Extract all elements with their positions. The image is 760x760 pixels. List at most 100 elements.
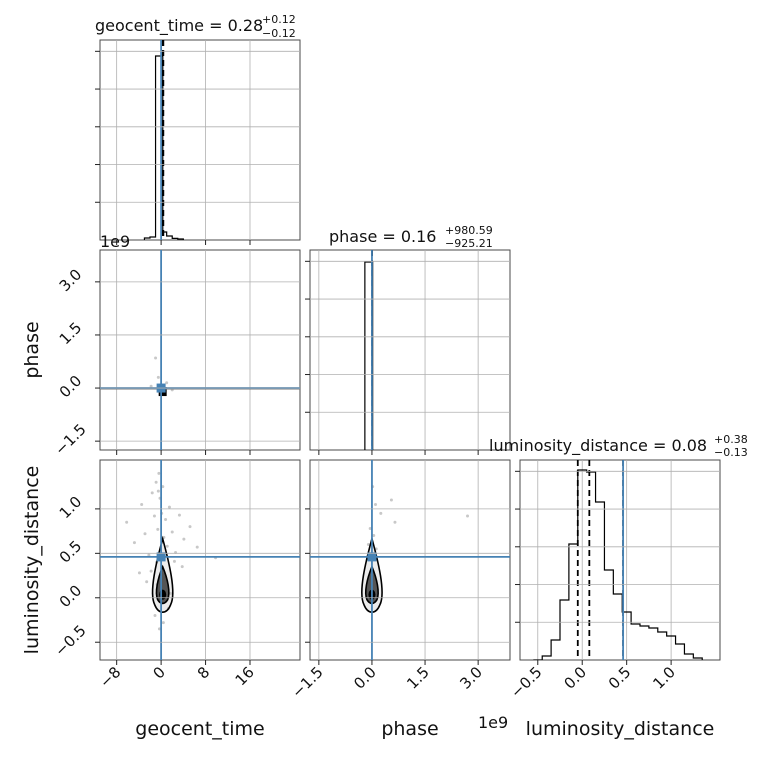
panel-luminosity-distance-luminosity-distance: −0.5 0.0 0.5 1.0 <box>507 459 721 702</box>
xlabel-luminosity-distance: luminosity_distance <box>526 718 715 740</box>
y-tick-label: 3.0 <box>56 266 86 296</box>
y-tick-label: 0.0 <box>56 372 86 402</box>
panel-phase-geocent-time: −1.5 0.0 1.5 3.0 <box>51 249 301 459</box>
sample-point <box>140 502 144 506</box>
sample-point <box>156 375 160 379</box>
x-tick-label: 0.5 <box>605 663 635 693</box>
truth-marker <box>156 552 166 562</box>
sample-point <box>188 525 192 529</box>
sample-point <box>466 514 470 518</box>
title-phase-minus: −925.21 <box>445 237 493 250</box>
panel-phase-phase <box>305 249 511 455</box>
x-tick-label: 0.0 <box>560 663 590 693</box>
phase-y-offset-label: 1e9 <box>100 232 130 251</box>
sample-point <box>156 489 160 493</box>
sample-point <box>157 627 161 631</box>
xlabel-phase: phase <box>381 718 438 740</box>
title-luminosity-distance-minus: −0.13 <box>714 446 748 459</box>
sample-point <box>132 541 136 545</box>
y-tick-label: 0.5 <box>56 537 86 567</box>
sample-point <box>137 571 141 575</box>
y-tick-label: 1.0 <box>56 493 86 523</box>
sample-point <box>372 534 376 538</box>
sample-point <box>165 381 169 385</box>
sample-point <box>165 544 169 548</box>
x-tick-label: 1.5 <box>403 663 433 693</box>
x-tick-label: 16 <box>232 663 258 689</box>
ylabel-phase: phase <box>21 321 43 378</box>
panel-content <box>533 460 703 660</box>
x-tick-label: −0.5 <box>507 663 545 701</box>
xlabel-geocent-time: geocent_time <box>135 718 264 740</box>
title-phase-plus: +980.59 <box>445 224 493 237</box>
x-tick-label: 3.0 <box>456 663 486 693</box>
title-geocent-time-plus: +0.12 <box>262 13 296 26</box>
panel-content <box>364 250 374 450</box>
panel-luminosity-distance-phase: −1.5 0.0 1.5 3.0 <box>288 459 511 702</box>
sample-point <box>393 520 397 524</box>
x-tick-label: 0.0 <box>350 663 380 693</box>
panel-frame <box>99 249 301 451</box>
y-tick-label: 0.0 <box>56 581 86 611</box>
sample-point <box>366 542 370 546</box>
sample-point <box>389 498 393 502</box>
y-tick-label: 1.5 <box>56 319 86 349</box>
panel-luminosity-distance-geocent-time: −0.5 0.0 0.5 1.0 −8 0 8 16 <box>51 459 301 691</box>
x-tick-label: −1.5 <box>288 663 326 701</box>
truth-marker <box>367 552 377 562</box>
sample-point <box>156 527 160 531</box>
title-geocent-time-minus: −0.12 <box>262 27 296 40</box>
sample-point <box>161 485 165 489</box>
panel-frame <box>519 459 721 661</box>
sample-point <box>167 505 171 509</box>
sample-point <box>154 480 158 484</box>
sample-point <box>149 384 153 388</box>
panel-content <box>143 40 184 240</box>
sample-point <box>152 514 156 518</box>
y-tick-label: −0.5 <box>51 621 89 659</box>
panel-frame <box>309 249 511 451</box>
sample-point <box>149 569 153 573</box>
sample-point <box>373 502 377 506</box>
sample-point <box>143 532 147 536</box>
x-tick-label: 8 <box>194 663 213 682</box>
phase-x-offset-label: 1e9 <box>478 713 508 732</box>
x-tick-label: 1.0 <box>649 663 679 693</box>
panel-frame <box>99 459 301 661</box>
x-tick-label: 0 <box>149 663 168 682</box>
title-geocent-time: geocent_time = 0.28 +0.12 −0.12 <box>95 13 296 40</box>
sample-point <box>154 356 158 360</box>
title-phase: phase = 0.16 +980.59 −925.21 <box>329 224 493 250</box>
panel-frame <box>309 459 511 661</box>
panel-content <box>100 460 300 660</box>
sample-point <box>153 614 157 618</box>
sample-point <box>164 518 168 522</box>
panel-frame <box>99 39 301 241</box>
sample-point <box>150 491 154 495</box>
sample-point <box>170 530 174 534</box>
sample-point <box>368 526 372 530</box>
title-geocent-time-main: geocent_time = 0.28 <box>95 16 263 36</box>
panel-geocent-time-geocent-time <box>95 39 301 245</box>
sample-point <box>169 591 173 595</box>
sample-point <box>145 580 149 584</box>
title-luminosity-distance-main: luminosity_distance = 0.08 <box>489 436 707 456</box>
sample-point <box>195 545 199 549</box>
sample-point <box>172 559 176 563</box>
title-phase-main: phase = 0.16 <box>329 227 436 246</box>
title-luminosity-distance-plus: +0.38 <box>714 433 748 446</box>
title-luminosity-distance: luminosity_distance = 0.08 +0.38 −0.13 <box>489 433 748 459</box>
sample-point <box>161 621 165 625</box>
sample-point <box>379 511 383 515</box>
sample-point <box>125 520 129 524</box>
x-tick-label: −8 <box>96 663 124 691</box>
sample-point <box>147 553 151 557</box>
sample-point <box>180 565 184 569</box>
ylabel-luminosity-distance: luminosity_distance <box>21 466 43 655</box>
sample-point <box>182 537 186 541</box>
sample-point <box>157 471 161 475</box>
panel-content <box>310 460 510 660</box>
sample-point <box>177 513 181 517</box>
y-tick-label: −1.5 <box>51 420 89 458</box>
